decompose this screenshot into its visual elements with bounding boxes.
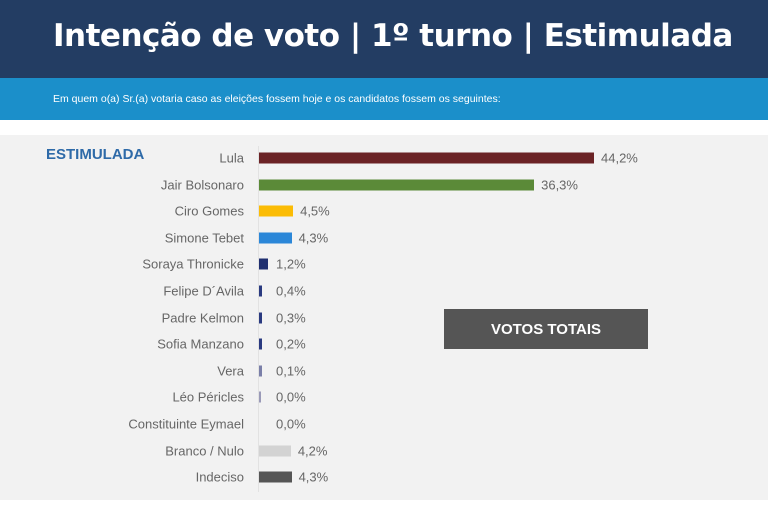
- question-text: Em quem o(a) Sr.(a) votaria caso as elei…: [53, 93, 501, 105]
- page-title: Intenção de voto | 1º turno | Estimulada: [53, 18, 733, 54]
- data-label: 0,2%: [276, 336, 306, 352]
- category-label: Ciro Gomes: [174, 203, 244, 219]
- y-axis-line: [258, 146, 259, 492]
- bar: [259, 471, 292, 483]
- category-label: Sofia Manzano: [157, 336, 244, 352]
- subtitle-bar: Em quem o(a) Sr.(a) votaria caso as elei…: [0, 78, 768, 120]
- data-label: 4,5%: [300, 203, 330, 219]
- bar: [259, 365, 262, 377]
- data-label: 1,2%: [276, 256, 306, 272]
- bar: [259, 179, 535, 191]
- bar: [259, 285, 263, 297]
- bar: [259, 338, 262, 350]
- data-label: 4,3%: [298, 469, 329, 485]
- category-label: Vera: [217, 363, 244, 379]
- category-label: Simone Tebet: [164, 230, 244, 246]
- data-label: 4,3%: [298, 230, 329, 246]
- category-label: Padre Kelmon: [161, 310, 244, 326]
- data-label: 0,0%: [276, 416, 306, 432]
- category-label: Lula: [219, 150, 244, 166]
- chart-title: ESTIMULADA: [46, 146, 145, 163]
- bar: [259, 232, 292, 244]
- category-label: Branco / Nulo: [165, 443, 244, 459]
- data-label: 0,1%: [276, 363, 306, 379]
- category-label: Léo Péricles: [172, 389, 244, 405]
- bar: [259, 152, 594, 164]
- data-label: 0,4%: [276, 283, 306, 299]
- category-label: Soraya Thronicke: [142, 256, 244, 272]
- bar: [259, 391, 261, 403]
- bar: [259, 445, 291, 457]
- bar: [259, 312, 262, 324]
- data-label: 0,3%: [276, 310, 306, 326]
- category-label: Indeciso: [195, 469, 244, 485]
- data-label: 0,0%: [276, 389, 306, 405]
- votos-totais-button[interactable]: VOTOS TOTAIS: [444, 309, 648, 349]
- data-label: 4,2%: [297, 443, 328, 459]
- category-label: Constituinte Eymael: [128, 416, 244, 432]
- bar: [259, 258, 269, 270]
- data-label: 36,3%: [541, 177, 578, 193]
- category-label: Jair Bolsonaro: [160, 177, 244, 193]
- bar: [259, 205, 294, 217]
- data-label: 44,2%: [601, 150, 638, 166]
- category-label: Felipe D´Avila: [163, 283, 244, 299]
- header-bar: Intenção de voto | 1º turno | Estimulada: [0, 0, 768, 78]
